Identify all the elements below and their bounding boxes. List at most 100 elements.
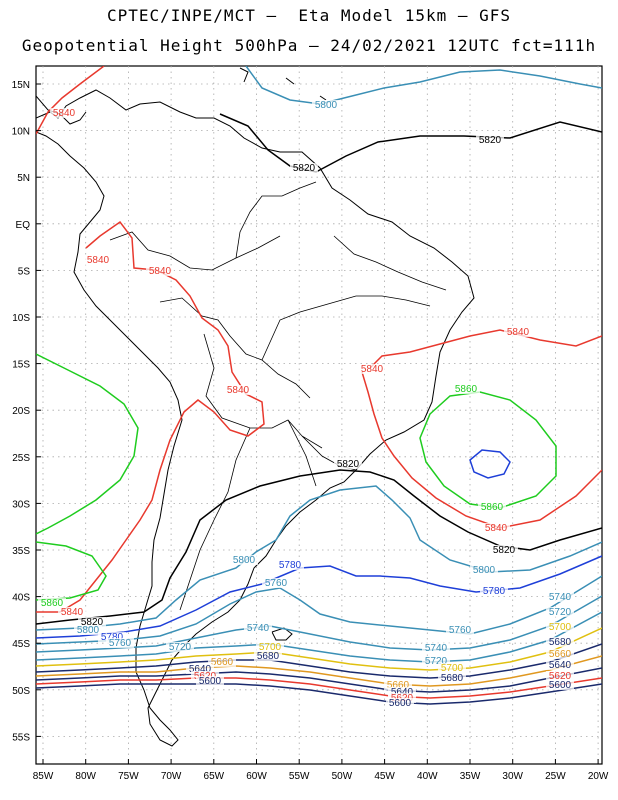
contour-value: 5780 [101, 632, 124, 643]
contour-value: 5760 [265, 578, 288, 589]
contour-value: 5720 [169, 642, 192, 653]
contour-value: 5600 [199, 676, 222, 687]
contour-label: 5800 [74, 625, 102, 636]
contour-label: 5840 [482, 523, 510, 534]
contour-label: 5620 [546, 671, 574, 682]
contour-value: 5600 [389, 698, 412, 709]
contour-5640 [36, 667, 602, 693]
lon-label: 70W [161, 771, 182, 782]
contour-label: 5860 [478, 502, 506, 513]
longitude-axis: 85W 80W 75W 70W 65W 60W 55W 50W 45W 40W 35W 30W 25W 2… [33, 759, 609, 782]
contour-label: 5600 [386, 698, 414, 709]
country-borders [109, 181, 447, 611]
contour-value: 5780 [483, 586, 506, 597]
contour-label: 5680 [546, 637, 574, 648]
lat-label: 50S [12, 686, 30, 697]
lat-label: 35S [12, 546, 30, 557]
lat-label: 10N [12, 127, 30, 138]
contour-label: 5700 [438, 663, 466, 674]
contour-value: 5840 [507, 327, 530, 338]
contour-5820-north [219, 113, 602, 173]
lat-label: 5S [18, 266, 31, 277]
contour-value: 5760 [109, 638, 132, 649]
lat-label: 15S [12, 360, 30, 371]
contour-value: 5800 [473, 565, 496, 576]
contour-value: 5820 [493, 545, 516, 556]
contour-value: 5860 [455, 384, 478, 395]
contour-5860-southwest [36, 541, 107, 601]
contour-value: 5820 [81, 617, 104, 628]
contour-value: 5720 [425, 656, 448, 667]
contour-value: 5700 [549, 622, 572, 633]
contour-value: 5740 [425, 643, 448, 654]
contour-label: 5680 [254, 651, 282, 662]
lat-label: 40S [12, 593, 30, 604]
contour-label: 5840 [146, 266, 174, 277]
contour-label: 5720 [166, 642, 194, 653]
contour-value: 5860 [481, 502, 504, 513]
contour-label: 5740 [422, 643, 450, 654]
contour-value: 5840 [227, 385, 250, 396]
contour-label: 5640 [546, 660, 574, 671]
contour-label: 5820 [490, 545, 518, 556]
contour-value: 5860 [41, 598, 64, 609]
contour-label: 5820 [78, 617, 106, 628]
lat-label: 45S [12, 639, 30, 650]
contour-value: 5820 [479, 135, 502, 146]
contour-value: 5660 [387, 680, 410, 691]
lat-label: 15N [12, 80, 30, 91]
contour-label: 5840 [224, 385, 252, 396]
contour-label: 5700 [256, 642, 284, 653]
contour-label: 5780 [98, 632, 126, 643]
contour-label: 5680 [438, 673, 466, 684]
contour-value: 5840 [361, 364, 384, 375]
contour-value: 5700 [441, 663, 464, 674]
contour-label: 5780 [276, 560, 304, 571]
contour-label: 5840 [50, 108, 78, 119]
contour-value: 5700 [259, 642, 282, 653]
contour-label: 5840 [504, 327, 532, 338]
lat-label: 55S [12, 732, 30, 743]
contour-label: 5700 [546, 622, 574, 633]
contour-label: 5600 [196, 676, 224, 687]
contour-5700 [36, 627, 602, 671]
contour-5840-north [36, 66, 105, 135]
contour-value: 5640 [549, 660, 572, 671]
contour-value: 5660 [211, 657, 234, 668]
contour-value: 5740 [247, 623, 270, 634]
contour-label: 5640 [186, 664, 214, 675]
contour-5840-coast [361, 371, 602, 529]
map-subtitle: Geopotential Height 500hPa – 24/02/2021 … [21, 36, 597, 55]
contour-label: 5760 [262, 578, 290, 589]
lon-label: 85W [33, 771, 54, 782]
contour-5820-middle [36, 469, 602, 625]
lon-label: 65W [204, 771, 225, 782]
contour-label: 5660 [384, 680, 412, 691]
contour-value: 5820 [337, 459, 360, 470]
central-america [36, 95, 87, 125]
contour-5660 [36, 655, 602, 687]
lon-label: 40W [417, 771, 438, 782]
lon-label: 75W [118, 771, 139, 782]
contour-label: 5840 [84, 255, 112, 266]
contour-value: 5800 [233, 555, 256, 566]
lon-label: 35W [460, 771, 481, 782]
contour-value: 5600 [549, 680, 572, 691]
contour-label: 5720 [546, 607, 574, 618]
south-america-coastline [36, 89, 475, 747]
contour-value: 5680 [549, 637, 572, 648]
lon-label: 25W [545, 771, 566, 782]
contour-5800-north [245, 66, 602, 105]
contour-5840-east [369, 329, 602, 369]
contour-label: 5820 [290, 163, 318, 174]
contour-value: 5840 [149, 266, 172, 277]
contour-label: 5740 [546, 592, 574, 603]
lon-label: 55W [289, 771, 310, 782]
contour-value: 5640 [189, 664, 212, 675]
contour-5760 [36, 575, 602, 645]
contour-label: 5800 [312, 100, 340, 111]
lon-label: 50W [332, 771, 353, 782]
contour-label: 5600 [546, 680, 574, 691]
contour-label: 5660 [208, 657, 236, 668]
contour-label: 5840 [58, 607, 86, 618]
